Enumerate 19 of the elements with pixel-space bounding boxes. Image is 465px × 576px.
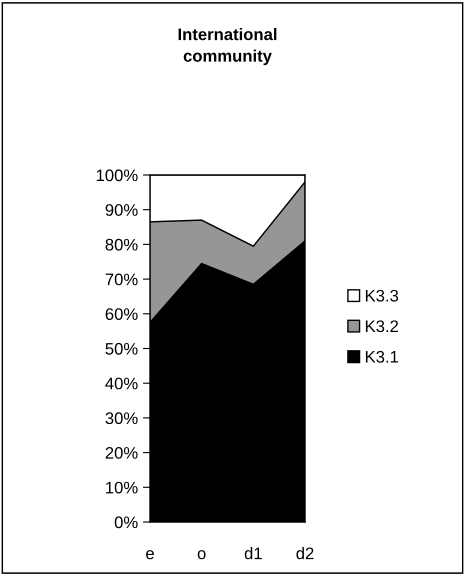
- legend-label: K3.3: [366, 290, 398, 302]
- x-tick-label: o: [198, 550, 206, 560]
- y-tick-label: 60%: [106, 308, 138, 320]
- y-tick-label: 0%: [114, 516, 138, 528]
- chart-title: International community: [178, 28, 276, 66]
- y-tick-label: 30%: [105, 412, 138, 424]
- y-tick-label: 80%: [106, 238, 138, 251]
- y-tick-label: 70%: [106, 274, 138, 286]
- y-tick-label: 100%: [96, 169, 138, 182]
- y-tick-label: 20%: [106, 447, 138, 459]
- legend-label: K3.2: [366, 320, 398, 332]
- y-tick-label: 10%: [106, 482, 138, 494]
- legend-label: K3.1: [366, 350, 398, 363]
- y-tick-label: 40%: [105, 378, 138, 390]
- y-tick-label: 50%: [106, 342, 138, 355]
- x-tick-label: d1: [244, 547, 262, 560]
- y-tick-label: 90%: [106, 204, 138, 216]
- x-tick-label: e: [146, 550, 154, 560]
- x-tick-label: d2: [296, 547, 314, 560]
